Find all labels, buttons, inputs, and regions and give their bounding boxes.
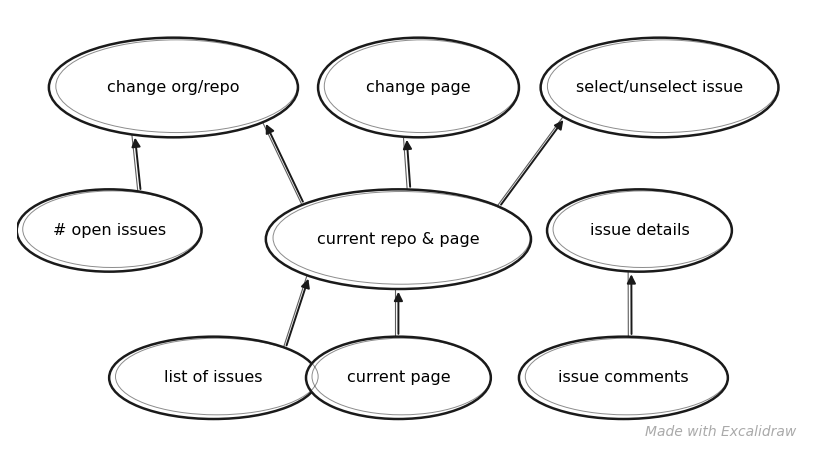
Text: change org/repo: change org/repo [107,80,239,95]
Ellipse shape [109,337,318,419]
Text: Made with Excalidraw: Made with Excalidraw [644,425,795,438]
Text: # open issues: # open issues [53,223,166,238]
Text: select/unselect issue: select/unselect issue [575,80,742,95]
Ellipse shape [518,337,727,419]
Text: change page: change page [366,80,470,95]
Ellipse shape [306,337,490,419]
Ellipse shape [48,38,298,137]
Ellipse shape [547,189,731,272]
Ellipse shape [540,38,777,137]
Text: list of issues: list of issues [164,370,263,385]
Text: issue details: issue details [589,223,689,238]
Ellipse shape [17,189,201,272]
Text: current page: current page [346,370,450,385]
Ellipse shape [318,38,518,137]
Text: issue comments: issue comments [558,370,688,385]
Text: current repo & page: current repo & page [317,232,479,247]
Ellipse shape [266,189,530,289]
